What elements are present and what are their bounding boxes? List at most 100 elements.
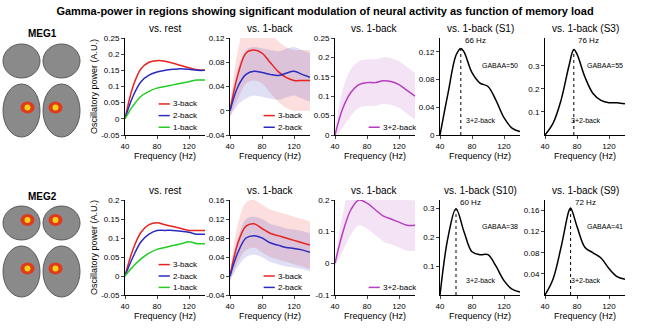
svg-text:Frequency (Hz): Frequency (Hz) — [449, 151, 511, 161]
svg-text:80: 80 — [153, 302, 162, 311]
svg-text:Gamma-power in regions showing: Gamma-power in regions showing significa… — [56, 5, 593, 17]
svg-text:0.1: 0.1 — [318, 92, 330, 101]
svg-text:3+2-back: 3+2-back — [466, 117, 495, 124]
svg-text:0.05: 0.05 — [314, 111, 330, 120]
svg-text:3+2-back: 3+2-back — [383, 283, 417, 292]
svg-text:0.04: 0.04 — [524, 270, 540, 279]
svg-text:120: 120 — [287, 302, 301, 311]
svg-text:0.04: 0.04 — [419, 103, 435, 112]
svg-text:vs. 1-back: vs. 1-back — [247, 185, 294, 196]
svg-text:80: 80 — [258, 302, 267, 311]
svg-text:0.12: 0.12 — [524, 227, 540, 236]
svg-text:0: 0 — [115, 272, 120, 281]
svg-text:0.2: 0.2 — [528, 85, 540, 94]
svg-text:120: 120 — [392, 302, 406, 311]
svg-text:MEG2: MEG2 — [28, 191, 57, 202]
svg-text:0.1: 0.1 — [318, 227, 330, 236]
svg-text:3-back: 3-back — [278, 111, 303, 120]
svg-text:72 Hz: 72 Hz — [575, 198, 596, 207]
svg-text:Frequency (Hz): Frequency (Hz) — [134, 151, 196, 161]
svg-text:3+2-back: 3+2-back — [383, 123, 417, 132]
svg-text:40: 40 — [436, 302, 445, 311]
svg-text:2-back: 2-back — [278, 123, 303, 132]
svg-text:80: 80 — [573, 302, 582, 311]
svg-text:vs. 1-back (S3): vs. 1-back (S3) — [552, 23, 619, 34]
svg-text:40: 40 — [226, 302, 235, 311]
svg-text:0.2: 0.2 — [318, 53, 330, 62]
svg-text:Frequency (Hz): Frequency (Hz) — [134, 311, 196, 321]
svg-text:-0.04: -0.04 — [206, 291, 225, 300]
svg-text:40: 40 — [121, 142, 130, 151]
svg-text:0: 0 — [325, 131, 330, 140]
svg-text:Frequency (Hz): Frequency (Hz) — [344, 151, 406, 161]
svg-text:-0.05: -0.05 — [101, 291, 120, 300]
svg-text:0.1: 0.1 — [423, 262, 435, 271]
svg-text:0.08: 0.08 — [419, 75, 435, 84]
svg-text:40: 40 — [541, 142, 550, 151]
svg-text:0.2: 0.2 — [318, 196, 330, 205]
svg-text:0.04: 0.04 — [209, 82, 225, 91]
svg-text:76 Hz: 76 Hz — [578, 36, 599, 45]
svg-text:GABAA=50: GABAA=50 — [482, 62, 518, 69]
svg-text:0.04: 0.04 — [209, 253, 225, 262]
svg-text:0: 0 — [220, 272, 225, 281]
svg-text:Frequency (Hz): Frequency (Hz) — [344, 311, 406, 321]
svg-text:0.3: 0.3 — [423, 204, 435, 213]
svg-text:0.16: 0.16 — [524, 206, 540, 215]
svg-text:0.1: 0.1 — [108, 82, 120, 91]
svg-text:vs. 1-back: vs. 1-back — [351, 185, 398, 196]
svg-text:0.1: 0.1 — [528, 108, 540, 117]
svg-text:0.12: 0.12 — [209, 215, 225, 224]
svg-text:120: 120 — [287, 142, 301, 151]
svg-text:2-back: 2-back — [173, 111, 198, 120]
svg-text:Frequency (Hz): Frequency (Hz) — [554, 311, 616, 321]
svg-text:vs. rest: vs. rest — [149, 23, 181, 34]
svg-text:vs. rest: vs. rest — [149, 185, 181, 196]
svg-text:0.05: 0.05 — [104, 253, 120, 262]
svg-text:0.08: 0.08 — [524, 249, 540, 258]
svg-text:-0.05: -0.05 — [101, 131, 120, 140]
svg-text:80: 80 — [573, 142, 582, 151]
svg-text:80: 80 — [153, 142, 162, 151]
svg-text:0.12: 0.12 — [209, 34, 225, 43]
svg-text:0.08: 0.08 — [209, 58, 225, 67]
svg-text:3+2-back: 3+2-back — [466, 277, 495, 284]
svg-text:vs. 1-back (S10): vs. 1-back (S10) — [444, 185, 517, 196]
svg-text:3+2-back: 3+2-back — [571, 277, 600, 284]
svg-text:vs. 1-back: vs. 1-back — [351, 23, 398, 34]
svg-text:Frequency (Hz): Frequency (Hz) — [449, 311, 511, 321]
svg-text:-0.1: -0.1 — [316, 291, 330, 300]
svg-text:40: 40 — [121, 302, 130, 311]
svg-text:Oscillatory power (A.U.): Oscillatory power (A.U.) — [89, 39, 99, 134]
svg-text:0.1: 0.1 — [108, 234, 120, 243]
svg-text:80: 80 — [468, 302, 477, 311]
svg-text:1-back: 1-back — [173, 283, 198, 292]
svg-text:3-back: 3-back — [278, 272, 303, 281]
svg-text:0: 0 — [220, 107, 225, 116]
svg-text:0: 0 — [430, 131, 435, 140]
svg-text:80: 80 — [258, 142, 267, 151]
svg-text:0.16: 0.16 — [209, 196, 225, 205]
svg-text:Frequency (Hz): Frequency (Hz) — [239, 151, 301, 161]
svg-text:80: 80 — [363, 142, 372, 151]
svg-text:3-back: 3-back — [173, 99, 198, 108]
svg-text:0.15: 0.15 — [104, 66, 120, 75]
svg-text:3-back: 3-back — [173, 260, 198, 269]
svg-text:MEG1: MEG1 — [28, 28, 57, 39]
svg-text:40: 40 — [331, 142, 340, 151]
svg-text:vs. 1-back: vs. 1-back — [247, 23, 294, 34]
svg-text:40: 40 — [436, 142, 445, 151]
svg-text:GABAA=38: GABAA=38 — [482, 223, 518, 230]
svg-text:3+2-back: 3+2-back — [571, 117, 600, 124]
svg-text:0.3: 0.3 — [528, 62, 540, 71]
svg-text:40: 40 — [541, 302, 550, 311]
svg-text:120: 120 — [182, 302, 196, 311]
svg-text:60 Hz: 60 Hz — [460, 198, 481, 207]
svg-text:GABAA=41: GABAA=41 — [587, 223, 623, 230]
svg-text:-0.04: -0.04 — [206, 131, 225, 140]
svg-text:80: 80 — [468, 142, 477, 151]
svg-text:0.25: 0.25 — [104, 34, 120, 43]
svg-text:0.2: 0.2 — [423, 233, 435, 242]
svg-text:GABAA=55: GABAA=55 — [587, 62, 623, 69]
svg-text:0.25: 0.25 — [314, 34, 330, 43]
